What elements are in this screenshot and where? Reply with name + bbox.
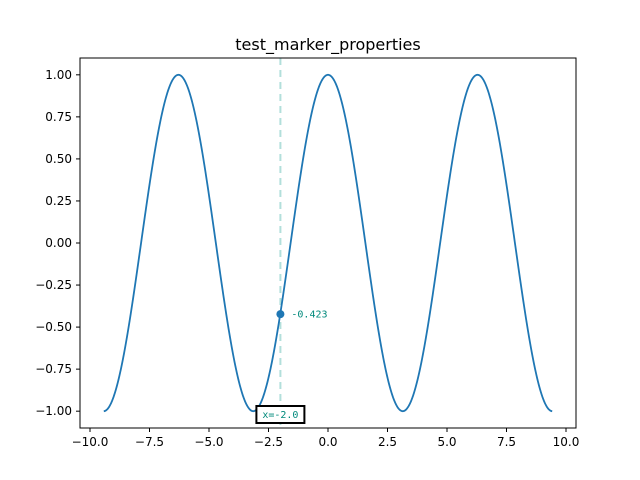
y-tick-label: 0.50 [45, 152, 72, 166]
y-tick-label: −0.25 [35, 278, 72, 292]
y-tick-label: −0.50 [35, 320, 72, 334]
marker-x-label: x=-2.0 [262, 410, 298, 421]
axes-background [80, 58, 576, 428]
x-tick-label: 10.0 [553, 435, 580, 449]
series-line-cos [103, 73, 553, 413]
y-tick-label: 1.00 [45, 68, 72, 82]
x-tick-label: −7.5 [135, 435, 164, 449]
chart-title: test_marker_properties [235, 35, 420, 55]
x-tick-label: −5.0 [194, 435, 223, 449]
marker-x-label-frame [255, 405, 306, 424]
y-tick-label: −1.00 [35, 404, 72, 418]
y-tick-label: 0.00 [45, 236, 72, 250]
y-axis: 1.00 0.75 0.50 0.25 0.00 −0.25 −0.50 −0.75 −1.00 [35, 68, 80, 418]
marker-value-label: -0.423 [291, 310, 327, 321]
x-tick-label: 5.0 [437, 435, 456, 449]
x-tick-label: −10.0 [72, 435, 109, 449]
x-tick-label: 0.0 [318, 435, 337, 449]
y-tick-label: 0.25 [45, 194, 72, 208]
y-tick-label: −0.75 [35, 362, 72, 376]
x-tick-label: 2.5 [378, 435, 397, 449]
y-tick-label: 0.75 [45, 110, 72, 124]
marker-x-label-box: x=-2.0 [255, 405, 306, 424]
plot-area: -0.423 x=-2.0 [79, 57, 577, 429]
x-tick-label: 7.5 [497, 435, 516, 449]
x-axis: −10.0 −7.5 −5.0 −2.5 0.0 2.5 5.0 7.5 10.0 [72, 428, 580, 449]
x-tick-label: −2.5 [254, 435, 283, 449]
marker-point[interactable] [276, 310, 285, 319]
